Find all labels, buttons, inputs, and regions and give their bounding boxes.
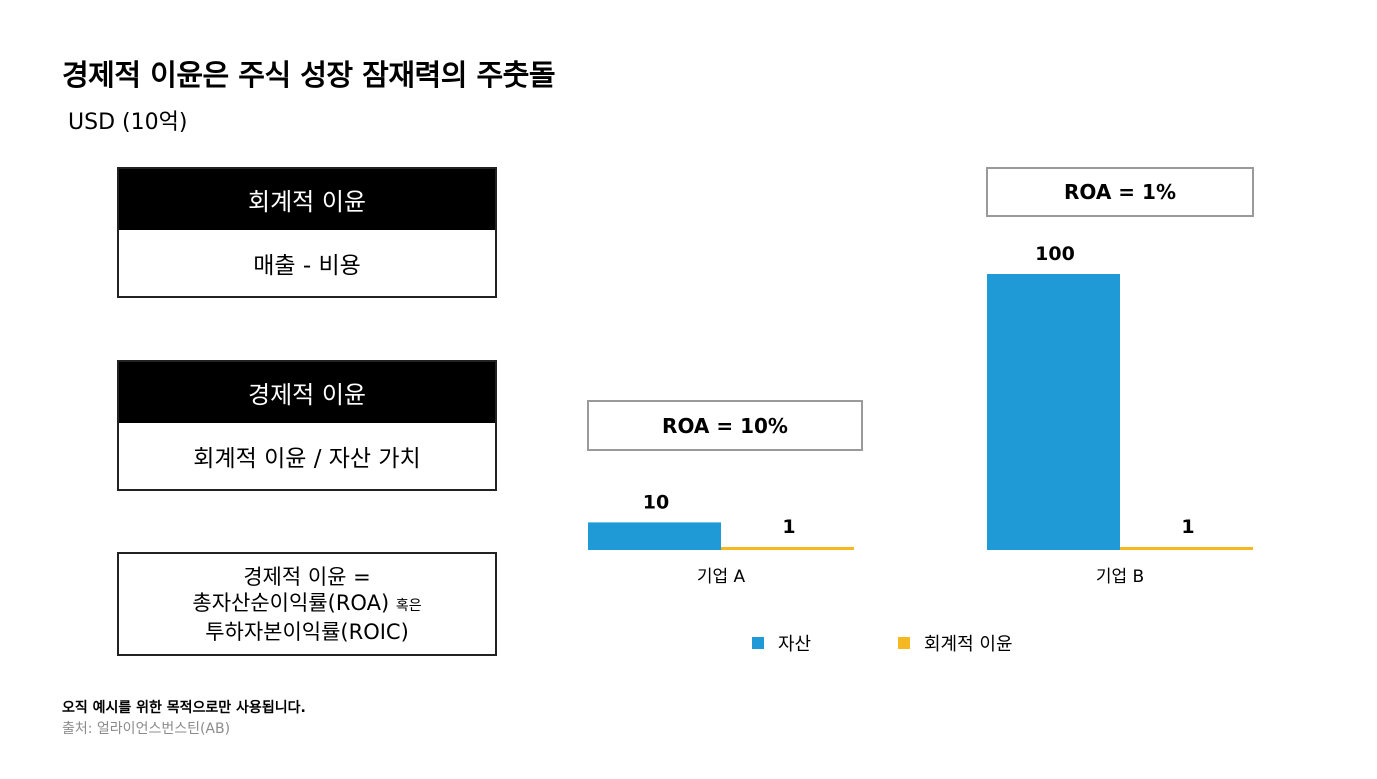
legend-swatch-assets bbox=[752, 637, 764, 649]
legend-item-accounting-profit: 회계적 이윤 bbox=[898, 630, 1013, 656]
unit-label: USD (10억) bbox=[68, 110, 188, 135]
formula-line-1: 경제적 이윤 = bbox=[243, 564, 371, 589]
data-label-assets-a: 10 bbox=[643, 491, 669, 513]
bar-assets-b bbox=[987, 274, 1120, 550]
formula-line-2: 총자산순이익률(ROA) 혹은 bbox=[192, 590, 421, 619]
economic-profit-definition: 회계적 이윤 / 자산 가치 bbox=[119, 423, 495, 489]
accounting-profit-box: 회계적 이윤 매출 - 비용 bbox=[117, 167, 497, 298]
accounting-profit-definition: 매출 - 비용 bbox=[119, 230, 495, 296]
formula-roa: 총자산순이익률(ROA) bbox=[192, 590, 390, 615]
bar-accounting-profit-b bbox=[1120, 547, 1253, 550]
category-label-b: 기업 B bbox=[1096, 567, 1144, 587]
data-label-assets-b: 100 bbox=[1035, 243, 1075, 265]
formula-line-3: 투하자본이익률(ROIC) bbox=[205, 619, 409, 644]
page-title: 경제적 이윤은 주식 성장 잠재력의 주춧돌 bbox=[62, 58, 556, 92]
formula-box: 경제적 이윤 = 총자산순이익률(ROA) 혹은 투하자본이익률(ROIC) bbox=[117, 552, 497, 656]
formula-or: 혹은 bbox=[395, 597, 422, 614]
roa-annotation-b: ROA = 1% bbox=[986, 167, 1254, 217]
accounting-profit-header: 회계적 이윤 bbox=[119, 169, 495, 230]
legend-label-accounting-profit: 회계적 이윤 bbox=[924, 634, 1013, 655]
roa-annotation-a: ROA = 10% bbox=[587, 400, 863, 451]
disclaimer-note: 오직 예시를 위한 목적으로만 사용됩니다. bbox=[62, 700, 306, 716]
category-label-a: 기업 A bbox=[697, 567, 746, 587]
economic-profit-header: 경제적 이윤 bbox=[119, 362, 495, 423]
legend-swatch-accounting-profit bbox=[898, 637, 910, 649]
bar-assets-a bbox=[588, 522, 721, 550]
economic-profit-box: 경제적 이윤 회계적 이윤 / 자산 가치 bbox=[117, 360, 497, 491]
data-label-accounting-profit-a: 1 bbox=[782, 516, 795, 538]
source-note: 출처: 얼라이언스번스틴(AB) bbox=[62, 721, 231, 737]
data-label-accounting-profit-b: 1 bbox=[1181, 516, 1194, 538]
legend-item-assets: 자산 bbox=[752, 630, 811, 656]
legend-label-assets: 자산 bbox=[778, 634, 812, 655]
bar-accounting-profit-a bbox=[721, 547, 854, 550]
